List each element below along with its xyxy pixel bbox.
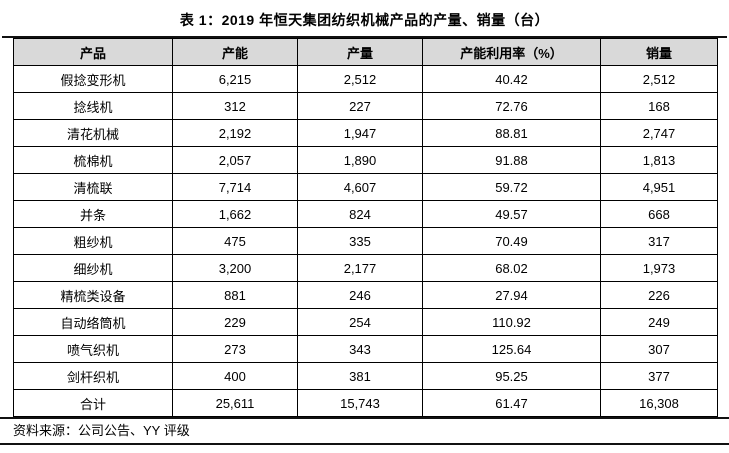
cell-output: 246 [297,281,423,309]
cell-sales: 249 [600,308,718,336]
source-note: 资料来源：公司公告、YY 评级 [13,423,190,438]
cell-product: 剑杆织机 [13,362,173,390]
cell-product: 捻线机 [13,92,173,120]
cell-sales: 668 [600,200,718,228]
table-row: 梳棉机 2,057 1,890 91.88 1,813 [13,146,718,174]
cell-capacity: 312 [172,92,298,120]
col-header-product: 产品 [13,38,173,66]
cell-product: 喷气织机 [13,335,173,363]
cell-capacity: 273 [172,335,298,363]
table-row: 并条 1,662 824 49.57 668 [13,200,718,228]
table-row: 清花机械 2,192 1,947 88.81 2,747 [13,119,718,147]
cell-sales: 1,973 [600,254,718,282]
cell-capacity: 7,714 [172,173,298,201]
cell-sales: 2,747 [600,119,718,147]
cell-utilization: 27.94 [422,281,601,309]
cell-sales: 317 [600,227,718,255]
cell-product: 清梳联 [13,173,173,201]
cell-sales: 16,308 [600,389,718,417]
cell-capacity: 881 [172,281,298,309]
cell-capacity: 25,611 [172,389,298,417]
cell-sales: 307 [600,335,718,363]
table-row: 喷气织机 273 343 125.64 307 [13,335,718,363]
col-header-utilization: 产能利用率（%） [422,38,601,66]
cell-product: 清花机械 [13,119,173,147]
table-row: 剑杆织机 400 381 95.25 377 [13,362,718,390]
table-title: 表 1：2019 年恒天集团纺织机械产品的产量、销量（台） [179,12,550,28]
cell-output: 1,890 [297,146,423,174]
cell-utilization: 49.57 [422,200,601,228]
cell-product: 假捻变形机 [13,65,173,93]
cell-sales: 168 [600,92,718,120]
cell-capacity: 2,057 [172,146,298,174]
header-row: 产品 产能 产量 产能利用率（%） 销量 [13,38,718,66]
cell-capacity: 1,662 [172,200,298,228]
cell-utilization: 68.02 [422,254,601,282]
cell-output: 335 [297,227,423,255]
cell-output: 4,607 [297,173,423,201]
cell-utilization: 88.81 [422,119,601,147]
cell-capacity: 2,192 [172,119,298,147]
table-bottom-rule [0,417,729,419]
table-row: 捻线机 312 227 72.76 168 [13,92,718,120]
table-row: 假捻变形机 6,215 2,512 40.42 2,512 [13,65,718,93]
cell-utilization: 70.49 [422,227,601,255]
cell-product: 粗纱机 [13,227,173,255]
page-bottom-rule [0,443,729,445]
col-header-capacity: 产能 [172,38,298,66]
cell-output: 15,743 [297,389,423,417]
cell-capacity: 475 [172,227,298,255]
cell-capacity: 3,200 [172,254,298,282]
cell-utilization: 95.25 [422,362,601,390]
cell-sales: 2,512 [600,65,718,93]
cell-output: 2,512 [297,65,423,93]
col-header-sales: 销量 [600,38,718,66]
cell-utilization: 59.72 [422,173,601,201]
table-row: 精梳类设备 881 246 27.94 226 [13,281,718,309]
cell-output: 343 [297,335,423,363]
cell-output: 381 [297,362,423,390]
table-row: 粗纱机 475 335 70.49 317 [13,227,718,255]
cell-sales: 377 [600,362,718,390]
cell-output: 227 [297,92,423,120]
cell-utilization: 61.47 [422,389,601,417]
cell-product: 自动络筒机 [13,308,173,336]
table-row: 合计 25,611 15,743 61.47 16,308 [13,389,718,417]
cell-utilization: 72.76 [422,92,601,120]
cell-product: 细纱机 [13,254,173,282]
cell-utilization: 125.64 [422,335,601,363]
cell-product: 精梳类设备 [13,281,173,309]
data-table: 产品 产能 产量 产能利用率（%） 销量 假捻变形机 6,215 2,512 4… [13,38,718,417]
cell-product: 并条 [13,200,173,228]
top-rule [2,36,727,38]
cell-product: 合计 [13,389,173,417]
table-row: 自动络筒机 229 254 110.92 249 [13,308,718,336]
cell-output: 824 [297,200,423,228]
cell-capacity: 400 [172,362,298,390]
cell-sales: 4,951 [600,173,718,201]
cell-capacity: 229 [172,308,298,336]
cell-utilization: 110.92 [422,308,601,336]
cell-output: 1,947 [297,119,423,147]
cell-capacity: 6,215 [172,65,298,93]
cell-output: 2,177 [297,254,423,282]
cell-product: 梳棉机 [13,146,173,174]
cell-utilization: 91.88 [422,146,601,174]
cell-utilization: 40.42 [422,65,601,93]
col-header-output: 产量 [297,38,423,66]
cell-sales: 226 [600,281,718,309]
cell-sales: 1,813 [600,146,718,174]
table-row: 清梳联 7,714 4,607 59.72 4,951 [13,173,718,201]
cell-output: 254 [297,308,423,336]
table-row: 细纱机 3,200 2,177 68.02 1,973 [13,254,718,282]
